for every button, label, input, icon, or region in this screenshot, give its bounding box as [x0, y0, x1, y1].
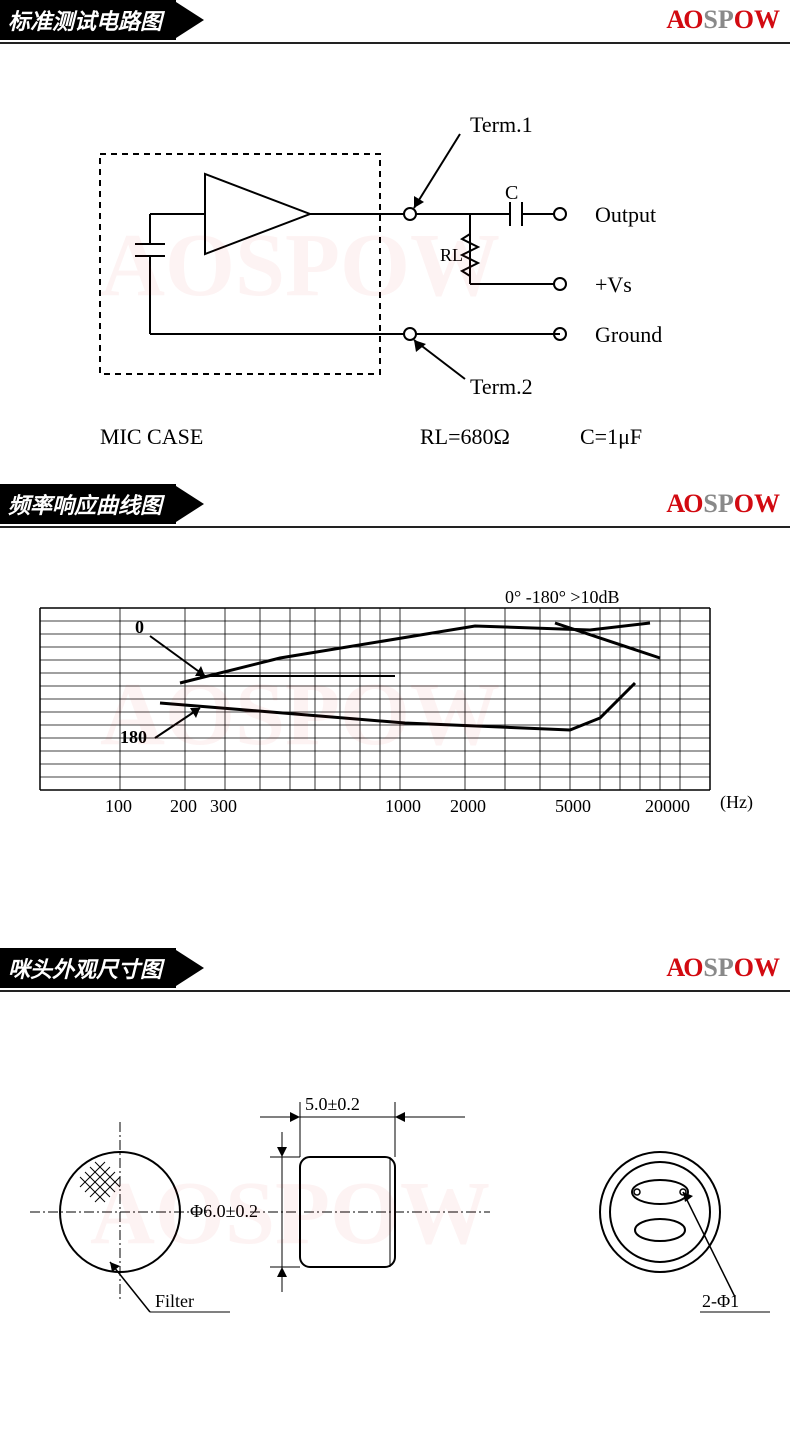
label-output: Output: [595, 202, 656, 227]
freq-xlabel: (Hz): [720, 792, 753, 813]
x-tick-label: 20000: [645, 796, 690, 816]
label-c: C: [505, 182, 518, 204]
dim-svg: Filter 5.0±0.2 Φ6.0±0.2: [0, 992, 790, 1392]
header-bar-2: 频率响应曲线图 AOSPOW: [0, 484, 790, 528]
section-freq: 频率响应曲线图 AOSPOW AOSPOW 0° -180° >10dB (Hz…: [0, 484, 790, 928]
dia-label: Φ6.0±0.2: [190, 1201, 258, 1221]
brand-logo: AOSPOW: [666, 953, 790, 983]
label-cval: C=1μF: [580, 424, 642, 449]
chevron-icon: [176, 486, 204, 522]
label-ground: Ground: [595, 322, 662, 347]
x-tick-label: 100: [105, 796, 132, 816]
label-rl: RL: [440, 245, 463, 265]
header-title-wrap-2: 频率响应曲线图: [0, 484, 204, 524]
chevron-icon: [176, 2, 204, 38]
label-vs: +Vs: [595, 272, 632, 297]
section-circuit: 标准测试电路图 AOSPOW AOSPOW: [0, 0, 790, 464]
curve-180-label: 180: [120, 727, 147, 747]
x-tick-label: 300: [210, 796, 237, 816]
x-tick-label: 2000: [450, 796, 486, 816]
section-title-1: 标准测试电路图: [0, 0, 176, 40]
header-title-wrap-1: 标准测试电路图: [0, 0, 204, 40]
x-tick-label: 200: [170, 796, 197, 816]
freq-chart-area: AOSPOW 0° -180° >10dB (Hz) 1002003001000…: [0, 528, 790, 928]
freq-annotation: 0° -180° >10dB: [505, 587, 620, 607]
label-rlval: RL=680Ω: [420, 424, 510, 449]
section-dim: 咪头外观尺寸图 AOSPOW AOSPOW Filter: [0, 948, 790, 1392]
x-tick-label: 5000: [555, 796, 591, 816]
logo-o: O: [683, 5, 703, 35]
logo-w: W: [754, 5, 780, 35]
circuit-svg: Term.1 Term.2 Output +Vs Ground C RL MIC…: [0, 44, 790, 464]
chevron-icon: [176, 950, 204, 986]
freq-svg: 0° -180° >10dB (Hz) 100 200 300 1000 2000 500…: [0, 528, 790, 928]
section-title-3: 咪头外观尺寸图: [0, 948, 176, 988]
header-title-wrap-3: 咪头外观尺寸图: [0, 948, 204, 988]
filter-label: Filter: [155, 1291, 194, 1311]
logo-sp: SP: [703, 5, 733, 35]
x-tick-label: 1000: [385, 796, 421, 816]
logo-a: A: [666, 5, 683, 35]
width-label: 5.0±0.2: [305, 1094, 360, 1114]
dim-area: AOSPOW Filter: [0, 992, 790, 1392]
pin-label: 2-Φ1: [702, 1291, 739, 1311]
brand-logo: AOSPOW: [666, 5, 790, 35]
logo-o2: O: [734, 5, 754, 35]
header-bar-1: 标准测试电路图 AOSPOW: [0, 0, 790, 44]
header-bar-3: 咪头外观尺寸图 AOSPOW: [0, 948, 790, 992]
section-title-2: 频率响应曲线图: [0, 484, 176, 524]
label-miccase: MIC CASE: [100, 424, 203, 449]
circuit-diagram-area: AOSPOW: [0, 44, 790, 464]
curve-0-label: 0: [135, 617, 144, 637]
brand-logo: AOSPOW: [666, 489, 790, 519]
label-term2: Term.2: [470, 374, 533, 399]
label-term1: Term.1: [470, 112, 533, 137]
